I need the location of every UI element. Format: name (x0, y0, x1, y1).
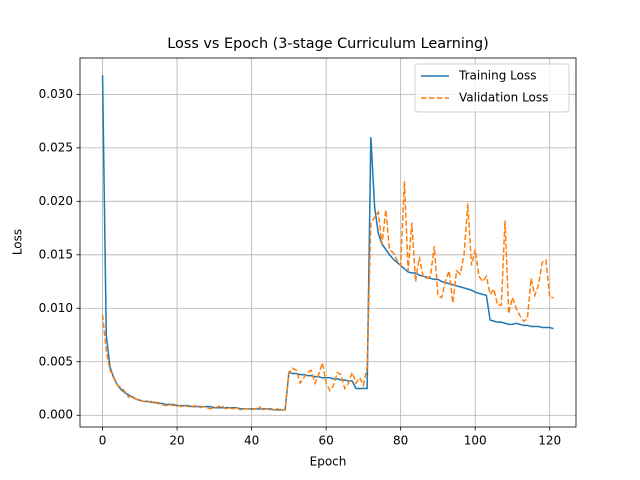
y-tick-label: 0.030 (39, 87, 73, 101)
x-tick-label: 60 (318, 434, 333, 448)
x-tick-label: 40 (244, 434, 259, 448)
x-axis-label: Epoch (310, 455, 347, 469)
x-tick-label: 20 (169, 434, 184, 448)
x-tick-label: 120 (538, 434, 561, 448)
x-tick-label: 100 (464, 434, 487, 448)
y-tick-label: 0.010 (39, 301, 73, 315)
y-tick-label: 0.005 (39, 354, 73, 368)
y-tick-label: 0.015 (39, 247, 73, 261)
legend: Training Loss Validation Loss (414, 63, 570, 113)
y-tick-label: 0.020 (39, 194, 73, 208)
line-series (101, 180, 554, 411)
plot-frame (79, 57, 577, 428)
legend-label: Training Loss (458, 69, 536, 83)
chart-title: Loss vs Epoch (3-stage Curriculum Learni… (167, 36, 488, 52)
y-tick-label: 0.000 (39, 408, 73, 422)
legend-label: Validation Loss (459, 91, 548, 105)
y-tick-label: 0.025 (39, 140, 73, 154)
x-tick-label: 0 (99, 434, 107, 448)
legend-box (414, 63, 570, 113)
y-axis-label: Loss (11, 229, 25, 255)
x-tick-label: 80 (393, 434, 408, 448)
